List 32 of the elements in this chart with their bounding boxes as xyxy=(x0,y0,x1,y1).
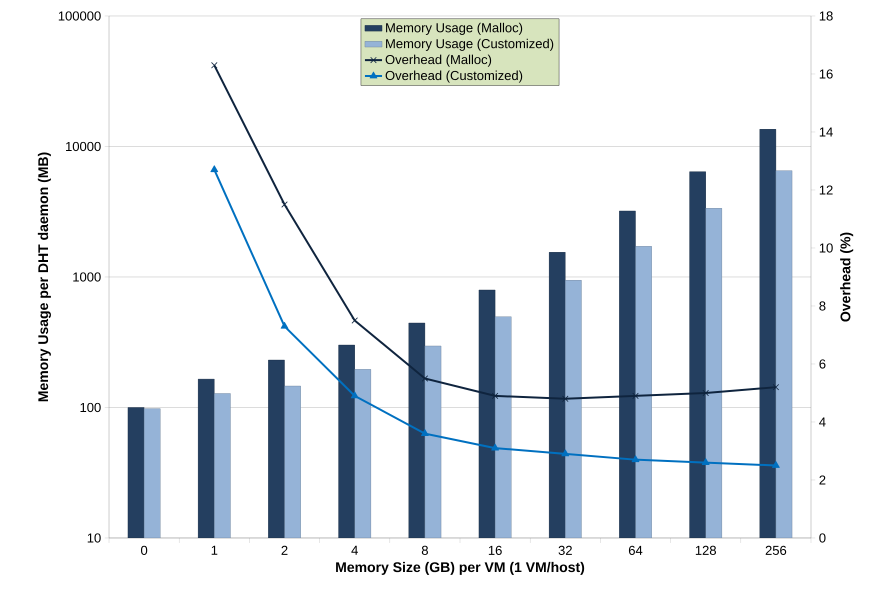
x-tick-label: 32 xyxy=(558,546,572,555)
y-tick-label: 100 xyxy=(80,402,101,412)
y2-tick-label: 6 xyxy=(819,359,826,369)
x-tick-label: 4 xyxy=(351,546,358,555)
x-tick-label: 16 xyxy=(488,546,502,555)
x-tick-label: 256 xyxy=(766,546,786,555)
legend-label: Overhead (Malloc) xyxy=(386,54,492,67)
y2-tick-label: 0 xyxy=(819,533,826,543)
y2-tick-label: 4 xyxy=(819,418,826,426)
x-tick-label: 8 xyxy=(422,546,428,555)
y2-tick-label: 16 xyxy=(820,69,833,79)
legend-label: Overhead (Customized) xyxy=(386,70,522,83)
y2-tick-label: 14 xyxy=(820,128,833,136)
y-tick-label: 1000 xyxy=(73,272,101,282)
y-tick-label: 100000 xyxy=(58,11,101,21)
y-tick-label: 10000 xyxy=(66,142,101,152)
x-axis-title: Memory Size (GB) per VM (1 VM/host) xyxy=(336,562,584,575)
x-tick-label: 64 xyxy=(628,546,642,555)
x-tick-label: 0 xyxy=(140,546,148,555)
legend-label: Memory Usage (Customized) xyxy=(386,38,554,51)
y-tick-label: 10 xyxy=(88,533,101,543)
y-axis-title: Memory Usage per DHT daemon (MB) xyxy=(38,152,51,402)
x-tick-label: 128 xyxy=(696,546,716,555)
y2-tick-label: 8 xyxy=(819,301,826,311)
y2-tick-label: 2 xyxy=(819,475,826,485)
x-tick-label: 2 xyxy=(282,546,288,555)
legend-label: Memory Usage (Malloc) xyxy=(386,22,522,35)
y2-tick-label: 12 xyxy=(820,185,833,195)
y2-axis-title: Overhead (%) xyxy=(840,232,854,322)
y2-tick-label: 18 xyxy=(820,11,833,21)
y2-tick-label: 10 xyxy=(820,243,833,253)
x-tick-label: 1 xyxy=(212,546,218,555)
